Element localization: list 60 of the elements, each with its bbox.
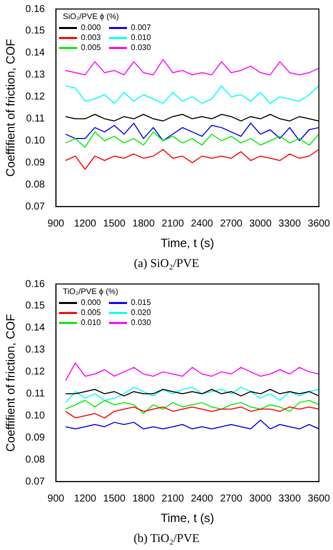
y-tick-label: 0.07 <box>25 476 46 488</box>
x-tick-label: 1200 <box>74 218 97 230</box>
x-tick-label: 2400 <box>190 218 214 230</box>
y-tick-label: 0.14 <box>25 322 46 334</box>
y-tick-label: 0.08 <box>25 179 46 190</box>
legend-title: TiO₂/PVE ϕ (%) <box>62 287 120 297</box>
x-tick-label: 2700 <box>220 493 243 504</box>
x-tick-label: 2700 <box>220 218 243 230</box>
legend-label: 0.010 <box>130 33 151 43</box>
x-tick-label: 900 <box>48 218 65 230</box>
text: (a) SiO₂/PVE <box>132 256 200 271</box>
text: (b) TiO₂/PVE <box>132 531 200 546</box>
x-tick-label: 1500 <box>103 218 126 230</box>
x-axis-title: Time, t (s) <box>160 236 214 250</box>
x-tick-label: 3300 <box>278 493 302 504</box>
y-tick-label: 0.07 <box>25 201 46 212</box>
y-tick-label: 0.11 <box>26 114 46 125</box>
y-tick-label: 0.11 <box>26 388 46 400</box>
legend-label: 0.003 <box>80 33 101 43</box>
x-axis-title: Time, t (s) <box>160 511 214 526</box>
x-tick-label: 1200 <box>74 493 97 504</box>
y-tick-label: 0.10 <box>25 135 46 146</box>
x-tick-label: 3000 <box>249 218 272 230</box>
y-tick-label: 0.09 <box>25 432 46 444</box>
y-tick-label: 0.16 <box>25 278 46 290</box>
x-tick-label: 1800 <box>132 218 156 230</box>
y-axis-title: Coeffifient of friction, COF <box>4 38 18 177</box>
y-tick-label: 0.12 <box>25 92 46 103</box>
x-tick-label: 2100 <box>162 493 184 504</box>
x-tick-label: 900 <box>48 493 65 504</box>
legend-label: 0.005 <box>80 308 101 318</box>
y-tick-label: 0.10 <box>25 410 46 422</box>
x-tick-label: 2100 <box>162 218 184 230</box>
y-tick-label: 0.09 <box>25 157 46 168</box>
y-tick-label: 0.08 <box>25 454 46 466</box>
legend-label: 0.005 <box>80 43 101 53</box>
x-tick-label: 3300 <box>278 218 302 230</box>
x-tick-label: 1500 <box>103 493 126 504</box>
y-tick-label: 0.15 <box>25 300 46 312</box>
x-tick-label: 1800 <box>132 493 156 504</box>
legend-label: 0.000 <box>80 298 101 308</box>
legend-label: 0.030 <box>130 318 151 328</box>
legend-label: 0.007 <box>130 23 151 33</box>
legend-label: 0.015 <box>130 298 151 308</box>
y-tick-label: 0.12 <box>25 366 46 378</box>
y-tick-label: 0.16 <box>25 4 46 15</box>
y-tick-label: 0.15 <box>25 26 46 37</box>
legend-title: SiO₂/PVE ϕ (%) <box>62 12 120 22</box>
x-tick-label: 2400 <box>190 493 214 504</box>
x-tick-label: 3600 <box>308 493 330 504</box>
legend-label: 0.010 <box>80 318 101 328</box>
y-tick-label: 0.14 <box>25 48 46 59</box>
y-tick-label: 0.13 <box>25 70 46 81</box>
x-tick-label: 3000 <box>249 493 272 504</box>
legend-label: 0.020 <box>130 308 151 318</box>
y-tick-label: 0.13 <box>25 344 46 356</box>
x-tick-label: 3600 <box>308 218 330 230</box>
legend-label: 0.030 <box>130 43 151 53</box>
legend-label: 0.000 <box>80 23 101 33</box>
y-axis-title: Coeffifient of friction, COF <box>4 314 18 452</box>
